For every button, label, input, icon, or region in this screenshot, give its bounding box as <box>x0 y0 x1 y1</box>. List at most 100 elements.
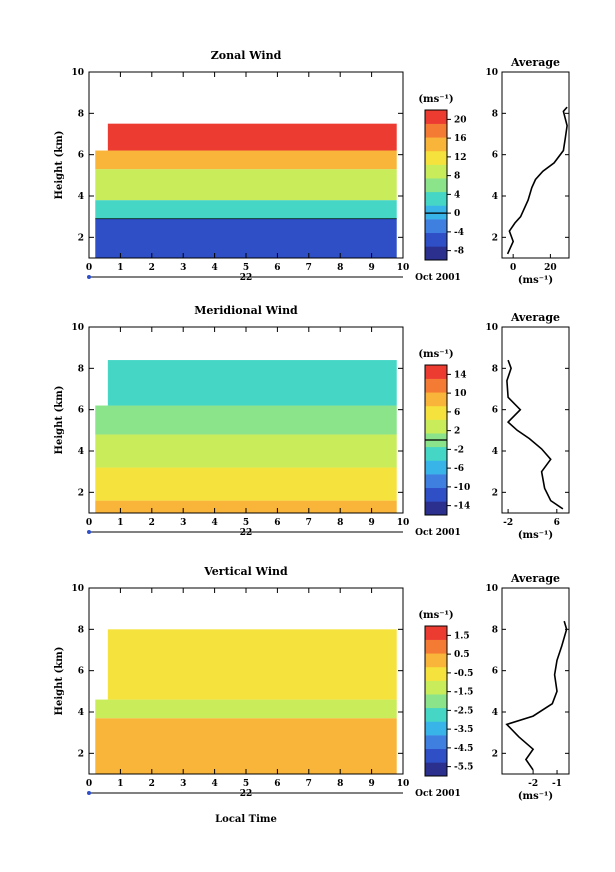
colorbar-tick-label: 8 <box>454 172 460 182</box>
y-axis-label: Height (km) <box>54 647 65 716</box>
data-band <box>95 218 397 258</box>
x-tick-label: 6 <box>274 779 280 789</box>
colorbar-segment <box>425 653 447 668</box>
x-tick-label: 4 <box>211 518 217 528</box>
profile-title: Average <box>510 311 560 324</box>
x-tick-label: 8 <box>337 779 343 789</box>
colorbar-tick-label: -2.5 <box>454 706 473 716</box>
x-tick-label: 5 <box>243 518 249 528</box>
data-band <box>95 150 397 170</box>
profile-y-tick-label: 2 <box>492 488 498 498</box>
profile-y-tick-label: 6 <box>492 406 498 416</box>
y-tick-label: 8 <box>78 109 84 119</box>
profile-x-tick-label: -1 <box>552 779 562 789</box>
colorbar-segment <box>425 460 447 475</box>
colorbar-tick-label: -3.5 <box>454 725 473 735</box>
panel-1: Meridional Wind 0 1 2 3 4 5 6 7 8 9 10 2 4 6 8 10 Height … <box>54 304 570 541</box>
profile-y-tick-label: 6 <box>492 151 498 161</box>
x-tick-label: 8 <box>337 263 343 273</box>
colorbar-tick-label: -8 <box>454 247 464 257</box>
profile-x-tick-label: 20 <box>544 263 557 273</box>
day-label: 22 <box>240 528 253 538</box>
x-tick-label: 2 <box>149 518 155 528</box>
x-tick-label: 5 <box>243 779 249 789</box>
colorbar-segment <box>425 419 447 434</box>
data-band <box>95 200 397 219</box>
colorbar-tick-label: 4 <box>454 190 460 200</box>
panel-title: Zonal Wind <box>211 49 282 62</box>
colorbar-segment <box>425 446 447 461</box>
data-band <box>107 629 397 700</box>
colorbar-tick-label: -14 <box>454 502 470 512</box>
colorbar-segment <box>425 205 447 220</box>
x-tick-label: 6 <box>274 518 280 528</box>
colorbar-segment <box>425 150 447 165</box>
x-tick-label: 6 <box>274 263 280 273</box>
colorbar-segment <box>425 405 447 420</box>
colorbar-tick-label: -0.5 <box>454 669 473 679</box>
colorbar-segment <box>425 137 447 152</box>
profile-title: Average <box>510 56 560 69</box>
date-label: Oct 2001 <box>415 528 461 538</box>
colorbar-tick-label: -10 <box>454 483 470 493</box>
profile-y-tick-label: 4 <box>492 192 498 202</box>
y-tick-label: 10 <box>71 68 84 78</box>
profile-title: Average <box>510 572 560 585</box>
colorbar-segment <box>425 378 447 393</box>
day-label: 22 <box>240 273 253 283</box>
colorbar-units: (ms⁻¹) <box>418 94 453 105</box>
profile-y-tick-label: 4 <box>492 708 498 718</box>
colorbar-segment <box>425 735 447 750</box>
x-tick-label: 4 <box>211 779 217 789</box>
x-tick-label: 1 <box>117 779 123 789</box>
panel-title: Meridional Wind <box>194 304 298 317</box>
x-tick-label: 9 <box>368 779 374 789</box>
x-tick-label: 8 <box>337 518 343 528</box>
x-tick-label: 1 <box>117 518 123 528</box>
profile-frame <box>501 71 570 259</box>
profile-line <box>506 359 564 510</box>
colorbar-segment <box>425 191 447 206</box>
data-band <box>95 699 397 719</box>
x-tick-label: 10 <box>397 518 410 528</box>
day-label: 22 <box>240 789 253 799</box>
colorbar-units: (ms⁻¹) <box>418 349 453 360</box>
colorbar-frame <box>424 625 448 777</box>
colorbar-tick-label: 0 <box>454 209 460 219</box>
profile-x-tick-label: -2 <box>528 779 538 789</box>
date-label: Oct 2001 <box>415 789 461 799</box>
date-marker <box>87 791 91 795</box>
colorbar-tick-label: -1.5 <box>454 688 473 698</box>
x-tick-label: 3 <box>180 779 186 789</box>
colorbar-segment <box>425 164 447 179</box>
y-tick-label: 8 <box>78 625 84 635</box>
y-tick-label: 2 <box>78 233 84 243</box>
data-band <box>95 405 397 435</box>
colorbar-tick-label: 14 <box>454 370 467 380</box>
x-tick-label: 2 <box>149 263 155 273</box>
profile-y-tick-label: 8 <box>492 109 498 119</box>
y-tick-label: 6 <box>78 151 84 161</box>
date-label: Oct 2001 <box>415 273 461 283</box>
data-band <box>95 434 397 468</box>
data-band <box>95 500 397 513</box>
colorbar-segment <box>425 680 447 695</box>
colorbar-frame <box>424 109 448 261</box>
y-axis-label: Height (km) <box>54 386 65 455</box>
y-axis-label: Height (km) <box>54 131 65 200</box>
date-marker <box>87 275 91 279</box>
profile-frame <box>501 587 570 775</box>
y-tick-label: 10 <box>71 323 84 333</box>
profile-line <box>505 620 568 771</box>
date-marker <box>87 530 91 534</box>
profile-y-tick-label: 8 <box>492 625 498 635</box>
y-tick-label: 2 <box>78 488 84 498</box>
data-band <box>95 718 397 774</box>
colorbar-units: (ms⁻¹) <box>418 610 453 621</box>
x-tick-label: 0 <box>86 779 92 789</box>
colorbar-tick-label: 2 <box>454 427 460 437</box>
y-tick-label: 6 <box>78 406 84 416</box>
data-band <box>107 360 397 406</box>
colorbar-segment <box>425 123 447 138</box>
